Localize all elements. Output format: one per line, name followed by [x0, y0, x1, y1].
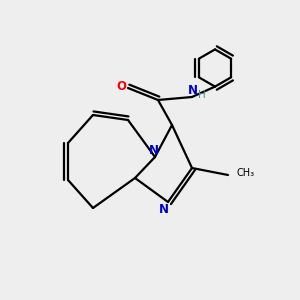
Text: N: N — [148, 144, 158, 157]
Text: N: N — [188, 84, 198, 97]
Text: H: H — [198, 91, 206, 100]
Text: O: O — [116, 80, 126, 93]
Text: CH₃: CH₃ — [236, 169, 254, 178]
Text: N: N — [158, 203, 169, 216]
